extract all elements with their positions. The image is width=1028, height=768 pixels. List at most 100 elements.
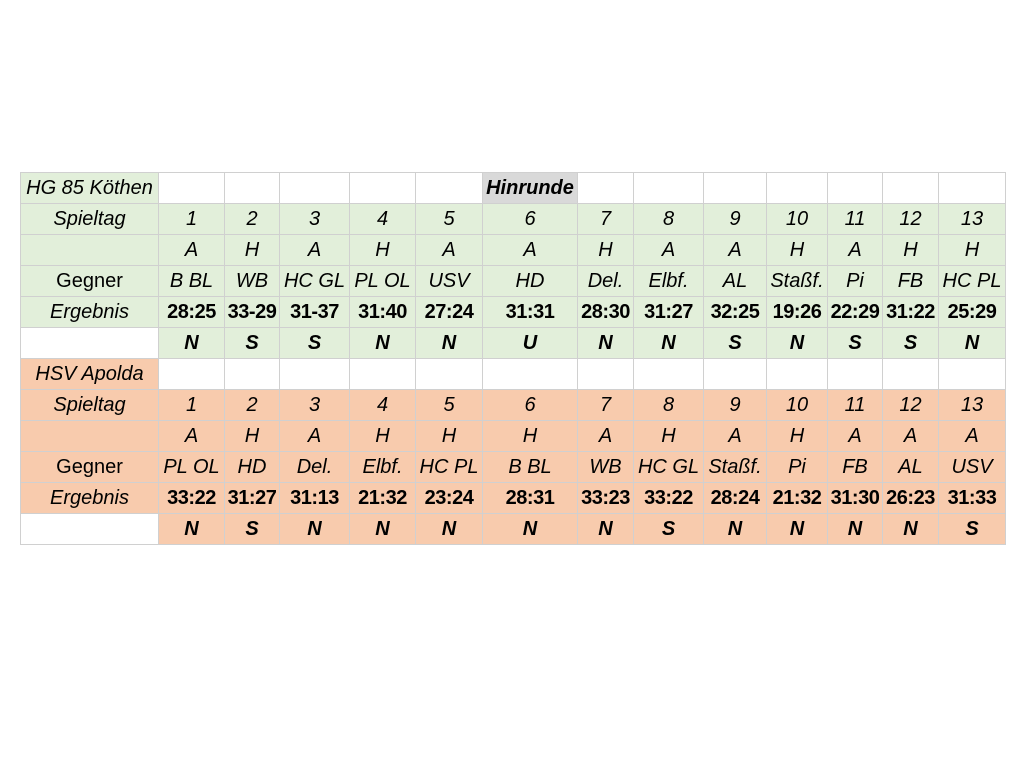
venue-cell: H [415, 420, 483, 452]
outcome-cell: N [349, 513, 416, 545]
opponent-cell: Staßf. [703, 451, 767, 483]
ergebnis-row: Ergebnis 28:25 33-29 31-37 31:40 27:24 31:31 28… [20, 296, 1006, 328]
spieltag-label: Spieltag [20, 389, 159, 421]
score-cell: 22:29 [827, 296, 883, 328]
empty-cell [766, 172, 828, 204]
venue-cell: A [415, 234, 483, 266]
spieltag-number: 11 [827, 389, 883, 421]
outcome-cell: S [633, 513, 704, 545]
opponent-cell: USV [938, 451, 1006, 483]
score-cell: 33:22 [158, 482, 225, 514]
outcome-label-empty [20, 327, 159, 359]
spieltag-number: 1 [158, 203, 225, 235]
score-cell: 26:23 [882, 482, 939, 514]
empty-cell [703, 172, 767, 204]
venue-label-empty [20, 420, 159, 452]
opponent-cell: Del. [577, 265, 634, 297]
venue-cell: H [766, 420, 828, 452]
outcome-cell: N [415, 327, 483, 359]
score-cell: 21:32 [766, 482, 828, 514]
score-cell: 31:27 [633, 296, 704, 328]
opponent-cell: PL OL [349, 265, 416, 297]
empty-cell [415, 358, 483, 390]
outcome-cell: S [224, 513, 280, 545]
outcome-label-empty [20, 513, 159, 545]
opponent-cell: Pi [827, 265, 883, 297]
venue-cell: A [882, 420, 939, 452]
outcome-cell: S [703, 327, 767, 359]
score-cell: 31:27 [224, 482, 280, 514]
spieltag-number: 6 [482, 203, 578, 235]
spieltag-number: 2 [224, 389, 280, 421]
spieltag-number: 4 [349, 389, 416, 421]
spieltag-number: 8 [633, 389, 704, 421]
spieltag-number: 13 [938, 203, 1006, 235]
empty-cell [938, 172, 1006, 204]
spieltag-row: Spieltag 1 2 3 4 5 6 7 8 9 10 11 12 13 [20, 203, 1006, 235]
score-cell: 33-29 [224, 296, 280, 328]
venue-cell: H [349, 420, 416, 452]
spieltag-number: 9 [703, 203, 767, 235]
spieltag-number: 8 [633, 203, 704, 235]
opponent-cell: B BL [158, 265, 225, 297]
venue-label-empty [20, 234, 159, 266]
venue-cell: H [482, 420, 578, 452]
score-cell: 31:40 [349, 296, 416, 328]
empty-cell [827, 172, 883, 204]
empty-cell [349, 358, 416, 390]
spieltag-number: 2 [224, 203, 280, 235]
venue-cell: A [703, 420, 767, 452]
opponent-cell: AL [703, 265, 767, 297]
outcome-cell: N [766, 513, 828, 545]
empty-cell [633, 358, 704, 390]
score-cell: 32:25 [703, 296, 767, 328]
venue-cell: A [279, 420, 350, 452]
gegner-label: Gegner [20, 265, 159, 297]
score-cell: 31:31 [482, 296, 578, 328]
empty-cell [158, 358, 225, 390]
venue-cell: H [882, 234, 939, 266]
gegner-label: Gegner [20, 451, 159, 483]
venue-cell: A [482, 234, 578, 266]
venue-cell: A [633, 234, 704, 266]
empty-cell [703, 358, 767, 390]
venue-cell: A [158, 420, 225, 452]
score-cell: 28:30 [577, 296, 634, 328]
outcome-cell: S [938, 513, 1006, 545]
spieltag-number: 7 [577, 389, 634, 421]
spieltag-number: 5 [415, 203, 483, 235]
outcome-cell: N [158, 327, 225, 359]
spieltag-label: Spieltag [20, 203, 159, 235]
score-cell: 28:24 [703, 482, 767, 514]
venue-cell: A [577, 420, 634, 452]
empty-cell [224, 358, 280, 390]
outcome-cell: N [349, 327, 416, 359]
outcome-cell: N [882, 513, 939, 545]
ergebnis-label: Ergebnis [20, 482, 159, 514]
empty-cell [577, 358, 634, 390]
score-cell: 27:24 [415, 296, 483, 328]
score-cell: 23:24 [415, 482, 483, 514]
outcome-cell: N [766, 327, 828, 359]
results-table: HG 85 Köthen Hinrunde Spieltag 1 2 3 4 5 6 7 8 9 10 1… [20, 172, 1006, 545]
score-cell: 28:25 [158, 296, 225, 328]
opponent-cell: HC PL [415, 451, 483, 483]
empty-cell [938, 358, 1006, 390]
venue-cell: A [827, 234, 883, 266]
score-cell: 21:32 [349, 482, 416, 514]
outcome-cell: N [482, 513, 578, 545]
spieltag-number: 10 [766, 203, 828, 235]
outcome-cell: N [938, 327, 1006, 359]
spieltag-row: Spieltag 1 2 3 4 5 6 7 8 9 10 11 12 13 [20, 389, 1006, 421]
outcome-cell: S [224, 327, 280, 359]
venue-cell: H [577, 234, 634, 266]
score-cell: 33:23 [577, 482, 634, 514]
opponent-cell: B BL [482, 451, 578, 483]
opponent-cell: WB [577, 451, 634, 483]
spieltag-number: 11 [827, 203, 883, 235]
opponent-cell: WB [224, 265, 280, 297]
opponent-cell: USV [415, 265, 483, 297]
venue-cell: A [938, 420, 1006, 452]
